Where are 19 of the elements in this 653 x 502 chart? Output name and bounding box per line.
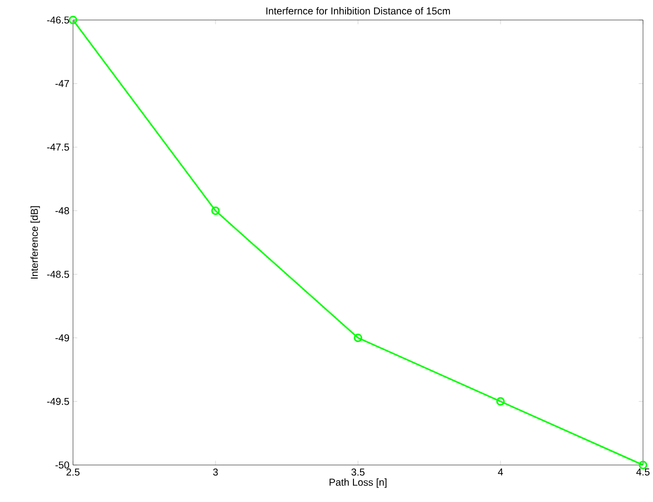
y-axis-title: Interference [dB] <box>30 206 40 279</box>
x-tick-label: 3 <box>213 468 218 476</box>
y-tick-label: -49.5 <box>47 398 70 405</box>
point <box>354 334 362 342</box>
x-tick-label: 4.5 <box>636 468 650 476</box>
x-tick-label: 4 <box>498 468 503 476</box>
x-tick-label: 2.5 <box>66 468 80 476</box>
y-tick-label: -47.5 <box>47 144 70 151</box>
point <box>211 206 220 215</box>
y-tick-label: -46.5 <box>47 16 70 24</box>
x-axis-title: Path Loss [n] <box>330 478 386 488</box>
y-tick-label: -48 <box>55 207 70 214</box>
point <box>496 397 505 406</box>
y-tick-label: -48.5 <box>47 270 70 278</box>
x-tick-label: 3.5 <box>351 468 365 476</box>
y-tick-label: -49 <box>55 334 70 342</box>
y-tick-label: -47 <box>55 80 69 88</box>
chart-title: Interfernce for Inhibition Distance of 15cm <box>266 7 450 14</box>
y-tick-label: -50 <box>55 461 70 469</box>
